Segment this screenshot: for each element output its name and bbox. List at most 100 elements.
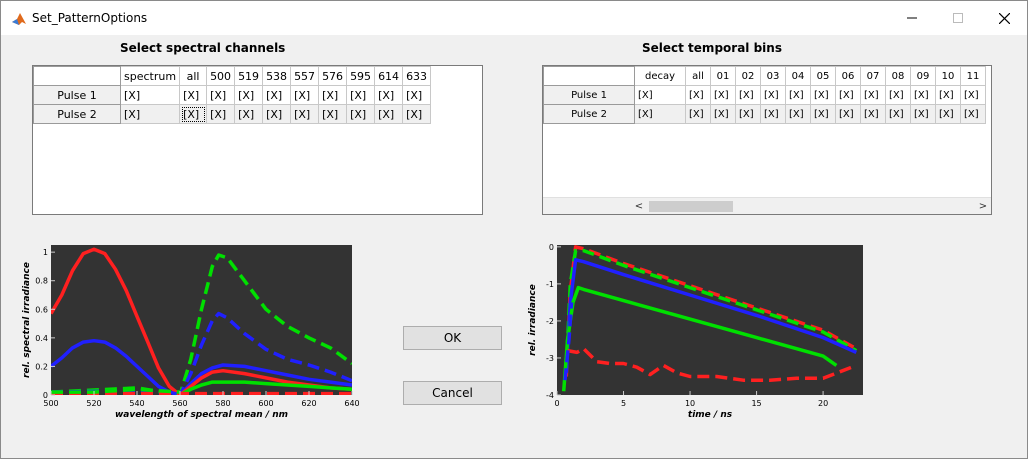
table-cell[interactable]: [X]	[960, 104, 986, 124]
table-cell[interactable]: [X]	[234, 85, 264, 105]
row-header[interactable]: Pulse 1	[543, 85, 635, 105]
table-cell[interactable]: [X]	[885, 85, 911, 105]
table-cell[interactable]: [X]	[206, 85, 236, 105]
x-tick-label: 20	[818, 399, 828, 408]
table-cell[interactable]: [X]	[735, 85, 761, 105]
col-header[interactable]: 500	[206, 66, 236, 86]
table-cell[interactable]: [X]	[318, 85, 348, 105]
table-cell[interactable]: [X]	[290, 104, 320, 124]
col-header[interactable]: 557	[290, 66, 320, 86]
table-cell[interactable]: [X]	[710, 104, 736, 124]
col-header[interactable]: 576	[318, 66, 348, 86]
col-header[interactable]: 03	[760, 66, 786, 86]
col-header[interactable]: spectrum	[119, 66, 181, 86]
table-cell[interactable]: [X]	[760, 104, 786, 124]
table-cell[interactable]: [X]	[685, 104, 711, 124]
corner-cell	[33, 66, 121, 86]
table-cell[interactable]: [X]	[346, 85, 376, 105]
col-header[interactable]: 10	[935, 66, 961, 86]
y-tick-label: 0	[549, 243, 554, 252]
col-header[interactable]: 614	[374, 66, 404, 86]
table-cell[interactable]: [X]	[634, 104, 686, 124]
minimize-icon	[907, 17, 917, 19]
col-header[interactable]: 04	[785, 66, 811, 86]
table-cell[interactable]: [X]	[290, 85, 320, 105]
table-cell[interactable]: [X]	[206, 104, 236, 124]
x-tick-label: 580	[215, 399, 230, 408]
maximize-icon	[953, 13, 963, 23]
minimize-button[interactable]	[889, 1, 935, 35]
table-cell[interactable]: [X]	[860, 85, 886, 105]
y-tick-label: 0.4	[35, 334, 48, 343]
table-cell[interactable]: [X]	[234, 104, 264, 124]
table-cell[interactable]: [X]	[179, 85, 208, 105]
col-header[interactable]: 09	[910, 66, 936, 86]
row-header[interactable]: Pulse 1	[33, 85, 121, 105]
table-cell[interactable]: [X]	[785, 85, 811, 105]
x-tick-label: 620	[301, 399, 316, 408]
table-cell[interactable]: [X]	[374, 104, 404, 124]
table-cell[interactable]: [X]	[402, 85, 432, 105]
series-line-3	[564, 258, 858, 373]
cancel-button[interactable]: Cancel	[403, 381, 502, 405]
table-cell[interactable]: [X]	[835, 104, 861, 124]
table-cell[interactable]: [X]	[685, 85, 711, 105]
table-cell[interactable]: [X]	[960, 85, 986, 105]
table-cell[interactable]: [X]	[710, 85, 736, 105]
row-header[interactable]: Pulse 2	[543, 104, 635, 124]
maximize-button[interactable]	[935, 1, 981, 35]
row-header[interactable]: Pulse 2	[33, 104, 121, 124]
table-cell[interactable]: [X]	[262, 85, 292, 105]
table-cell[interactable]: [X]	[735, 104, 761, 124]
table-cell[interactable]: [X]	[910, 85, 936, 105]
col-header[interactable]: all	[685, 66, 711, 86]
y-tick-label: 0.8	[35, 277, 48, 286]
col-header[interactable]: 538	[262, 66, 292, 86]
horizontal-scrollbar[interactable]: < >	[543, 197, 991, 214]
table-cell[interactable]: [X]	[935, 104, 961, 124]
col-header[interactable]: decay	[634, 66, 686, 86]
table-cell[interactable]: [X]	[634, 85, 686, 105]
col-header[interactable]: 633	[402, 66, 432, 86]
scrollbar-thumb[interactable]	[649, 201, 733, 212]
table-cell[interactable]: [X]	[835, 85, 861, 105]
table-cell[interactable]: [X]	[119, 104, 181, 124]
table-cell[interactable]: [X]	[810, 104, 836, 124]
close-button[interactable]	[981, 1, 1027, 35]
temporal-grid: decay all 01 02 03 04 05 06 07 08 09 10 …	[543, 66, 986, 124]
col-header[interactable]: 05	[810, 66, 836, 86]
y-tick-label: -3	[546, 354, 554, 363]
series-line-7	[179, 380, 352, 395]
table-cell-focused[interactable]: [X]	[179, 104, 208, 124]
table-cell[interactable]: [X]	[885, 104, 911, 124]
y-tick-label: 0.2	[35, 362, 48, 371]
ok-button[interactable]: OK	[403, 326, 502, 350]
scroll-left-button[interactable]: <	[634, 200, 644, 212]
col-header[interactable]: all	[179, 66, 208, 86]
table-cell[interactable]: [X]	[119, 85, 181, 105]
col-header[interactable]: 01	[710, 66, 736, 86]
table-cell[interactable]: [X]	[346, 104, 376, 124]
table-cell[interactable]: [X]	[402, 104, 432, 124]
table-cell[interactable]: [X]	[318, 104, 348, 124]
col-header[interactable]: 02	[735, 66, 761, 86]
table-cell[interactable]: [X]	[910, 104, 936, 124]
col-header[interactable]: 08	[885, 66, 911, 86]
table-cell[interactable]: [X]	[262, 104, 292, 124]
col-header[interactable]: 07	[860, 66, 886, 86]
plot-area	[51, 245, 352, 395]
table-cell[interactable]: [X]	[760, 85, 786, 105]
y-tick-label: -4	[546, 391, 554, 400]
table-cell[interactable]: [X]	[374, 85, 404, 105]
table-cell[interactable]: [X]	[860, 104, 886, 124]
x-tick-label: 560	[172, 399, 187, 408]
table-cell[interactable]: [X]	[785, 104, 811, 124]
col-header[interactable]: 06	[835, 66, 861, 86]
col-header[interactable]: 11	[960, 66, 986, 86]
col-header[interactable]: 519	[234, 66, 264, 86]
col-header[interactable]: 595	[346, 66, 376, 86]
corner-cell	[543, 66, 635, 86]
table-cell[interactable]: [X]	[935, 85, 961, 105]
scroll-right-button[interactable]: >	[978, 200, 988, 212]
table-cell[interactable]: [X]	[810, 85, 836, 105]
